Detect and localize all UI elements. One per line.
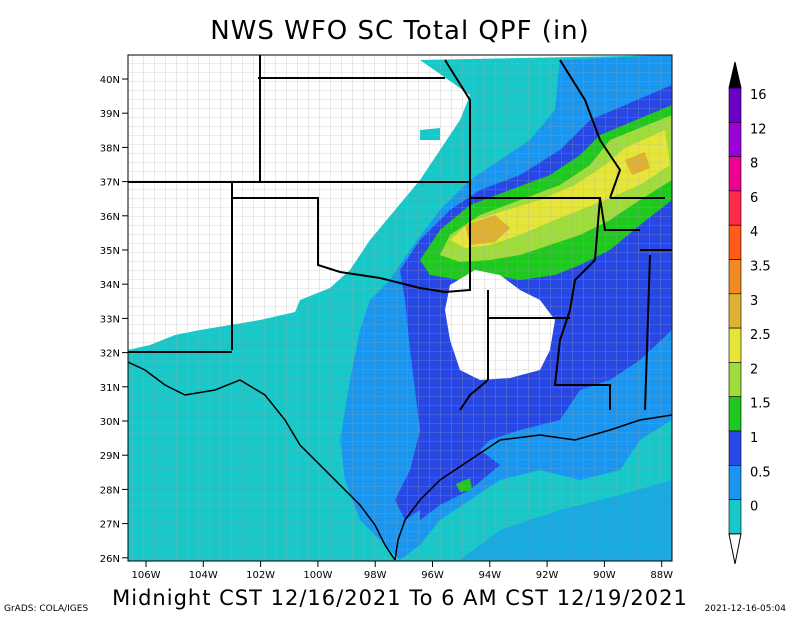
lon-label: 98W [364, 570, 387, 581]
colorbar-swatch [728, 464, 742, 500]
colorbar-swatch [728, 259, 742, 295]
colorbar-label: 3.5 [750, 260, 771, 275]
colorbar-label: 16 [750, 88, 767, 103]
lon-label: 88W [650, 570, 673, 581]
colorbar-label: 0 [750, 500, 758, 515]
lat-label: 26N [100, 554, 120, 565]
colorbar-label: 3 [750, 294, 758, 309]
colorbar-swatch [728, 396, 742, 432]
lat-label: 32N [100, 349, 120, 360]
colorbar-swatch [728, 190, 742, 226]
colorbar-swatch [728, 87, 742, 123]
colorbar-bottom-arrow [728, 533, 742, 564]
map-title: NWS WFO SC Total QPF (in) [210, 16, 590, 46]
lat-label: 31N [100, 383, 120, 394]
lat-label: 36N [100, 212, 120, 223]
lon-label: 102W [246, 570, 275, 581]
colorbar-swatch [728, 122, 742, 157]
colorbar-label: 6 [750, 191, 758, 206]
lon-label: 104W [189, 570, 218, 581]
map-frame [127, 54, 673, 562]
gulf-water [460, 480, 672, 561]
colorbar-label: 1 [750, 431, 758, 446]
colorbar-swatch [728, 362, 742, 397]
colorbar-swatch [728, 156, 742, 192]
valid-period: Midnight CST 12/16/2021 To 6 AM CST 12/1… [112, 586, 688, 610]
colorbar-label: 2.5 [750, 328, 771, 343]
colorbar-top-arrow [728, 61, 742, 89]
grads-credit: GrADS: COLA/IGES [4, 604, 89, 614]
longitude-axis: 106W 104W 102W 100W 98W 96W 94W 92W 90W 88W [132, 561, 673, 581]
coastline [394, 414, 672, 561]
colorbar-swatch [728, 224, 742, 260]
lat-label: 34N [100, 280, 120, 291]
colorbar: 16 12 8 6 4 3.5 3 2.5 2 1.5 1 0.5 0 [728, 61, 771, 564]
lon-label: 96W [421, 570, 444, 581]
lon-label: 106W [132, 570, 161, 581]
colorbar-swatch [728, 430, 742, 466]
lon-label: 90W [593, 570, 616, 581]
latitude-axis: 40N 39N 38N 37N 36N 35N 34N 33N 32N 31N 30N 29N 28N 2… [100, 75, 128, 565]
lat-label: 37N [100, 178, 120, 189]
colorbar-label: 12 [750, 122, 767, 137]
lat-label: 40N [100, 75, 120, 86]
lat-label: 29N [100, 451, 120, 462]
colorbar-label: 8 [750, 157, 758, 172]
lat-label: 27N [100, 520, 120, 531]
lat-label: 35N [100, 246, 120, 257]
colorbar-label: 1.5 [750, 397, 771, 412]
lon-label: 94W [478, 570, 501, 581]
run-timestamp: 2021-12-16-05:04 [704, 604, 787, 614]
colorbar-label: 4 [750, 225, 758, 240]
lon-label: 100W [303, 570, 332, 581]
colorbar-swatch [728, 293, 742, 329]
lon-label: 92W [536, 570, 559, 581]
rio-grande [128, 361, 396, 561]
colorbar-swatch [728, 327, 742, 363]
colorbar-label: 0.5 [750, 465, 771, 480]
lat-label: 38N [100, 143, 120, 154]
lat-label: 39N [100, 109, 120, 120]
lat-label: 33N [100, 314, 120, 325]
state-borders [128, 55, 672, 411]
lat-label: 28N [100, 485, 120, 496]
map-area [128, 55, 672, 561]
lat-label: 30N [100, 417, 120, 428]
colorbar-label: 2 [750, 362, 758, 377]
colorbar-swatch [728, 499, 742, 535]
